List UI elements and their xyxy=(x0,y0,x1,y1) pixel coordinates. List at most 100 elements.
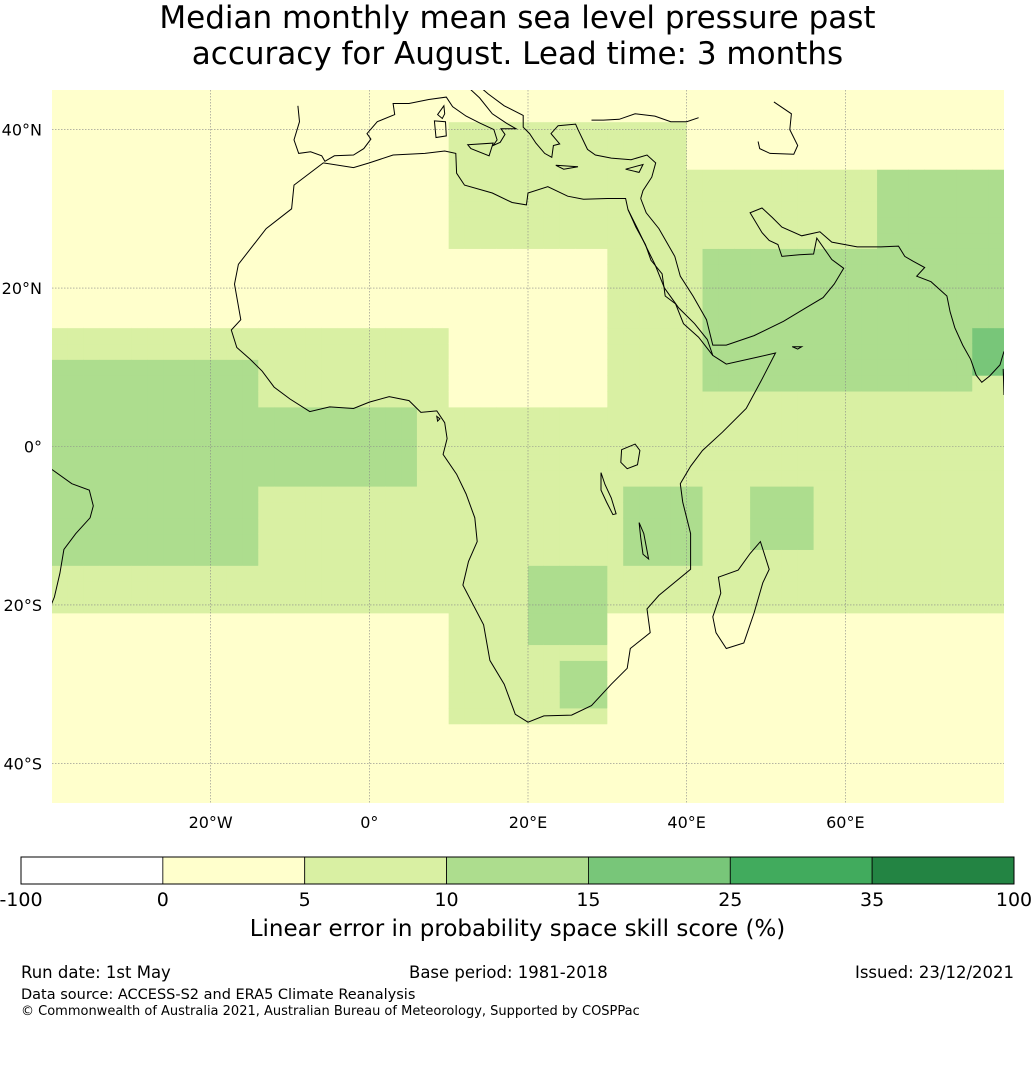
skill-cell xyxy=(829,644,846,661)
skill-cell xyxy=(670,707,688,725)
skill-cell xyxy=(369,597,386,614)
skill-cell xyxy=(512,264,529,281)
skill-cell xyxy=(226,565,243,582)
skill-cell xyxy=(528,581,545,598)
skill-cell xyxy=(988,565,1004,582)
skill-cell xyxy=(115,406,132,424)
skill-cell xyxy=(464,771,481,788)
skill-cell xyxy=(496,787,513,803)
skill-cell xyxy=(575,565,592,582)
skill-cell xyxy=(543,137,561,154)
skill-cell xyxy=(686,676,704,693)
skill-cell xyxy=(543,248,561,265)
skill-cell xyxy=(448,454,466,471)
skill-cell xyxy=(543,787,561,803)
skill-cell xyxy=(115,692,132,709)
skill-cell xyxy=(623,264,640,281)
skill-cell xyxy=(654,517,672,535)
skill-cell xyxy=(67,660,85,677)
skill-cell xyxy=(210,612,228,630)
skill-cell xyxy=(131,787,148,803)
skill-cell xyxy=(892,581,910,598)
latitude-label: 20°N xyxy=(2,279,42,298)
skill-cell xyxy=(734,628,751,646)
skill-cell xyxy=(623,771,640,788)
skill-cell xyxy=(528,343,545,360)
skill-cell xyxy=(353,169,370,186)
skill-cell xyxy=(766,787,783,803)
skill-cell xyxy=(242,565,259,582)
skill-cell xyxy=(115,787,132,803)
skill-cell xyxy=(892,517,910,535)
skill-cell xyxy=(83,676,101,693)
skill-cell xyxy=(781,787,799,803)
skill-cell xyxy=(401,391,418,408)
skill-cell xyxy=(829,248,846,265)
skill-cell xyxy=(908,660,926,677)
skill-cell xyxy=(654,422,672,440)
skill-cell xyxy=(321,612,339,630)
skill-cell xyxy=(147,692,164,709)
skill-cell xyxy=(226,169,243,186)
skill-cell xyxy=(670,105,688,123)
skill-cell xyxy=(940,280,957,297)
skill-cell xyxy=(607,327,624,345)
skill-cell xyxy=(956,391,973,408)
skill-cell xyxy=(115,660,132,677)
skill-cell xyxy=(654,501,672,519)
skill-cell xyxy=(226,121,243,139)
skill-cell xyxy=(797,375,815,392)
skill-cell xyxy=(290,343,307,360)
skill-cell xyxy=(163,438,180,455)
skill-cell xyxy=(337,406,354,424)
skill-cell xyxy=(115,597,132,614)
skill-cell xyxy=(845,105,862,123)
skill-cell xyxy=(623,470,640,487)
skill-cell xyxy=(290,169,307,186)
skill-cell xyxy=(52,137,69,154)
skill-cell xyxy=(781,676,799,693)
skill-cell xyxy=(258,169,275,186)
skill-cell xyxy=(829,232,846,249)
skill-cell xyxy=(718,232,735,249)
skill-cell xyxy=(401,137,418,154)
skill-cell xyxy=(607,533,624,550)
skill-cell xyxy=(956,707,973,725)
colorbar-tick-label: 10 xyxy=(434,889,458,911)
skill-cell xyxy=(718,454,735,471)
skill-cell xyxy=(639,90,656,107)
skill-cell xyxy=(543,533,561,550)
skill-cell xyxy=(845,406,862,424)
skill-cell xyxy=(781,153,799,170)
skill-cell xyxy=(972,771,989,788)
skill-cell xyxy=(226,264,243,281)
skill-cell xyxy=(718,470,735,487)
skill-cell xyxy=(305,422,323,440)
skill-cell xyxy=(274,755,291,772)
skill-cell xyxy=(639,137,656,154)
skill-cell xyxy=(988,105,1004,123)
skill-cell xyxy=(908,501,926,519)
skill-cell xyxy=(670,517,688,535)
skill-cell xyxy=(290,264,307,281)
skill-cell xyxy=(416,232,434,249)
skill-cell xyxy=(686,359,704,376)
skill-cell xyxy=(432,248,450,265)
skill-cell xyxy=(52,264,69,281)
skill-cell xyxy=(115,549,132,566)
skill-cell xyxy=(670,454,688,471)
skill-cell xyxy=(99,391,116,408)
skill-cell xyxy=(734,486,751,503)
skill-cell xyxy=(766,216,783,234)
skill-cell xyxy=(607,406,624,424)
skill-cell xyxy=(686,692,704,709)
skill-cell xyxy=(305,327,323,345)
skill-cell xyxy=(242,169,259,186)
skill-cell xyxy=(718,200,735,218)
skill-cell xyxy=(290,295,307,313)
skill-cell xyxy=(670,248,688,265)
skill-cell xyxy=(797,90,815,107)
skill-cell xyxy=(797,406,815,424)
skill-cell xyxy=(845,391,862,408)
skill-cell xyxy=(528,470,545,487)
